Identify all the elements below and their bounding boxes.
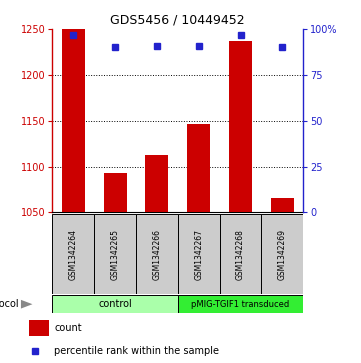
Text: percentile rank within the sample: percentile rank within the sample [54,346,219,356]
Bar [178,295,303,313]
Text: GSM1342266: GSM1342266 [152,229,161,280]
Bar [136,214,178,294]
Bar [261,214,303,294]
Text: GSM1342265: GSM1342265 [110,229,119,280]
Bar [62,28,85,212]
Bar [178,214,219,294]
Bar [271,198,294,212]
Title: GDS5456 / 10449452: GDS5456 / 10449452 [110,13,245,26]
Bar [229,41,252,212]
Bar [52,214,94,294]
Bar [219,214,261,294]
Text: protocol: protocol [0,299,18,309]
Bar [52,295,178,313]
Text: GSM1342267: GSM1342267 [194,229,203,280]
Text: GSM1342264: GSM1342264 [69,229,78,280]
Bar [29,319,49,336]
Text: control: control [98,299,132,309]
Text: pMIG-TGIF1 transduced: pMIG-TGIF1 transduced [191,300,290,309]
Bar [187,125,210,212]
Text: GSM1342268: GSM1342268 [236,229,245,280]
Bar [94,214,136,294]
Polygon shape [21,300,32,309]
Bar [145,155,168,212]
Text: count: count [54,323,82,333]
Text: GSM1342269: GSM1342269 [278,229,287,280]
Bar [104,173,127,212]
